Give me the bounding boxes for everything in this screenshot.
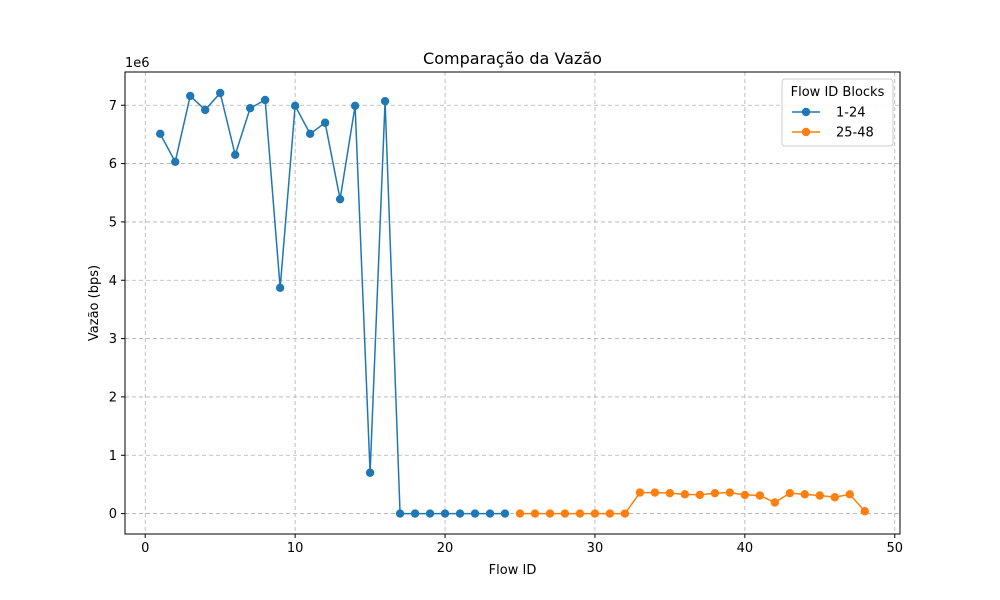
x-tick-label: 30 bbox=[587, 541, 604, 556]
data-point bbox=[665, 488, 675, 498]
data-point bbox=[650, 488, 660, 497]
legend-label: 25-48 bbox=[836, 126, 874, 141]
x-tick-label: 50 bbox=[886, 541, 903, 556]
legend-title: Flow ID Blocks bbox=[791, 85, 885, 100]
data-point bbox=[320, 118, 330, 127]
y-tick-label: 0 bbox=[109, 507, 117, 522]
data-point bbox=[575, 509, 585, 518]
data-point bbox=[425, 509, 435, 518]
data-point bbox=[485, 509, 495, 518]
legend-label: 1-24 bbox=[836, 106, 866, 121]
legend: Flow ID Blocks 1-24 25-48 bbox=[781, 78, 894, 147]
data-point bbox=[785, 488, 795, 498]
data-point bbox=[830, 493, 839, 502]
data-point bbox=[440, 509, 450, 518]
y-tick-label: 7 bbox=[109, 99, 117, 114]
data-point bbox=[815, 491, 825, 500]
data-point bbox=[410, 509, 420, 518]
y-tick-label: 1 bbox=[109, 449, 117, 464]
data-point bbox=[800, 490, 810, 499]
data-point bbox=[260, 95, 270, 105]
data-point bbox=[350, 101, 360, 111]
grid bbox=[125, 72, 900, 534]
plot-frame bbox=[124, 71, 901, 535]
x-axis-label: Flow ID bbox=[489, 563, 537, 578]
data-point bbox=[335, 194, 345, 204]
data-point bbox=[695, 490, 705, 500]
data-point bbox=[500, 509, 510, 518]
data-point bbox=[290, 101, 300, 111]
data-point bbox=[380, 96, 390, 106]
x-tick-label: 10 bbox=[287, 541, 304, 556]
data-point bbox=[455, 509, 465, 518]
x-axis: 0 10 20 30 40 50 bbox=[141, 534, 903, 556]
chart-title: Comparação da Vazão bbox=[423, 49, 602, 68]
data-point bbox=[680, 490, 690, 499]
data-point bbox=[845, 490, 854, 499]
data-point bbox=[275, 283, 285, 293]
y-tick-label: 3 bbox=[109, 332, 117, 347]
data-point bbox=[740, 490, 750, 500]
data-point bbox=[215, 88, 225, 98]
y-tick-label: 6 bbox=[109, 157, 117, 172]
data-point bbox=[470, 509, 480, 518]
data-point bbox=[620, 509, 630, 518]
data-point bbox=[186, 91, 195, 101]
data-point bbox=[515, 509, 525, 518]
legend-items: 1-24 25-48 bbox=[792, 106, 874, 141]
data-point bbox=[156, 129, 165, 139]
data-point bbox=[171, 157, 180, 167]
data-point bbox=[860, 507, 869, 516]
data-point bbox=[200, 105, 210, 115]
data-point bbox=[230, 150, 240, 160]
data-point bbox=[590, 509, 600, 518]
data-point bbox=[635, 488, 645, 497]
y-offset-label: 1e6 bbox=[125, 56, 150, 71]
y-tick-label: 5 bbox=[109, 215, 117, 230]
data-point bbox=[755, 491, 765, 500]
data-point bbox=[725, 488, 735, 497]
x-tick-label: 20 bbox=[437, 541, 454, 556]
data-point bbox=[605, 509, 615, 518]
y-tick-label: 2 bbox=[109, 390, 117, 405]
data-point bbox=[545, 509, 555, 518]
x-tick-label: 0 bbox=[141, 541, 149, 556]
x-tick-label: 40 bbox=[737, 541, 754, 556]
y-axis-label: Vazão (bps) bbox=[87, 265, 102, 341]
series-layer bbox=[156, 88, 869, 518]
data-point bbox=[710, 488, 720, 498]
y-tick-label: 4 bbox=[109, 274, 117, 289]
y-axis: 0 1 2 3 4 5 6 7 bbox=[109, 99, 125, 522]
legend-swatch-marker bbox=[801, 107, 811, 117]
data-point bbox=[395, 509, 405, 518]
data-point bbox=[560, 509, 570, 518]
data-point bbox=[245, 103, 255, 113]
data-point bbox=[770, 498, 780, 507]
legend-swatch-marker bbox=[801, 127, 811, 137]
data-point bbox=[530, 509, 540, 518]
legend-box bbox=[781, 78, 894, 147]
data-point bbox=[305, 129, 315, 139]
data-point bbox=[365, 468, 375, 477]
